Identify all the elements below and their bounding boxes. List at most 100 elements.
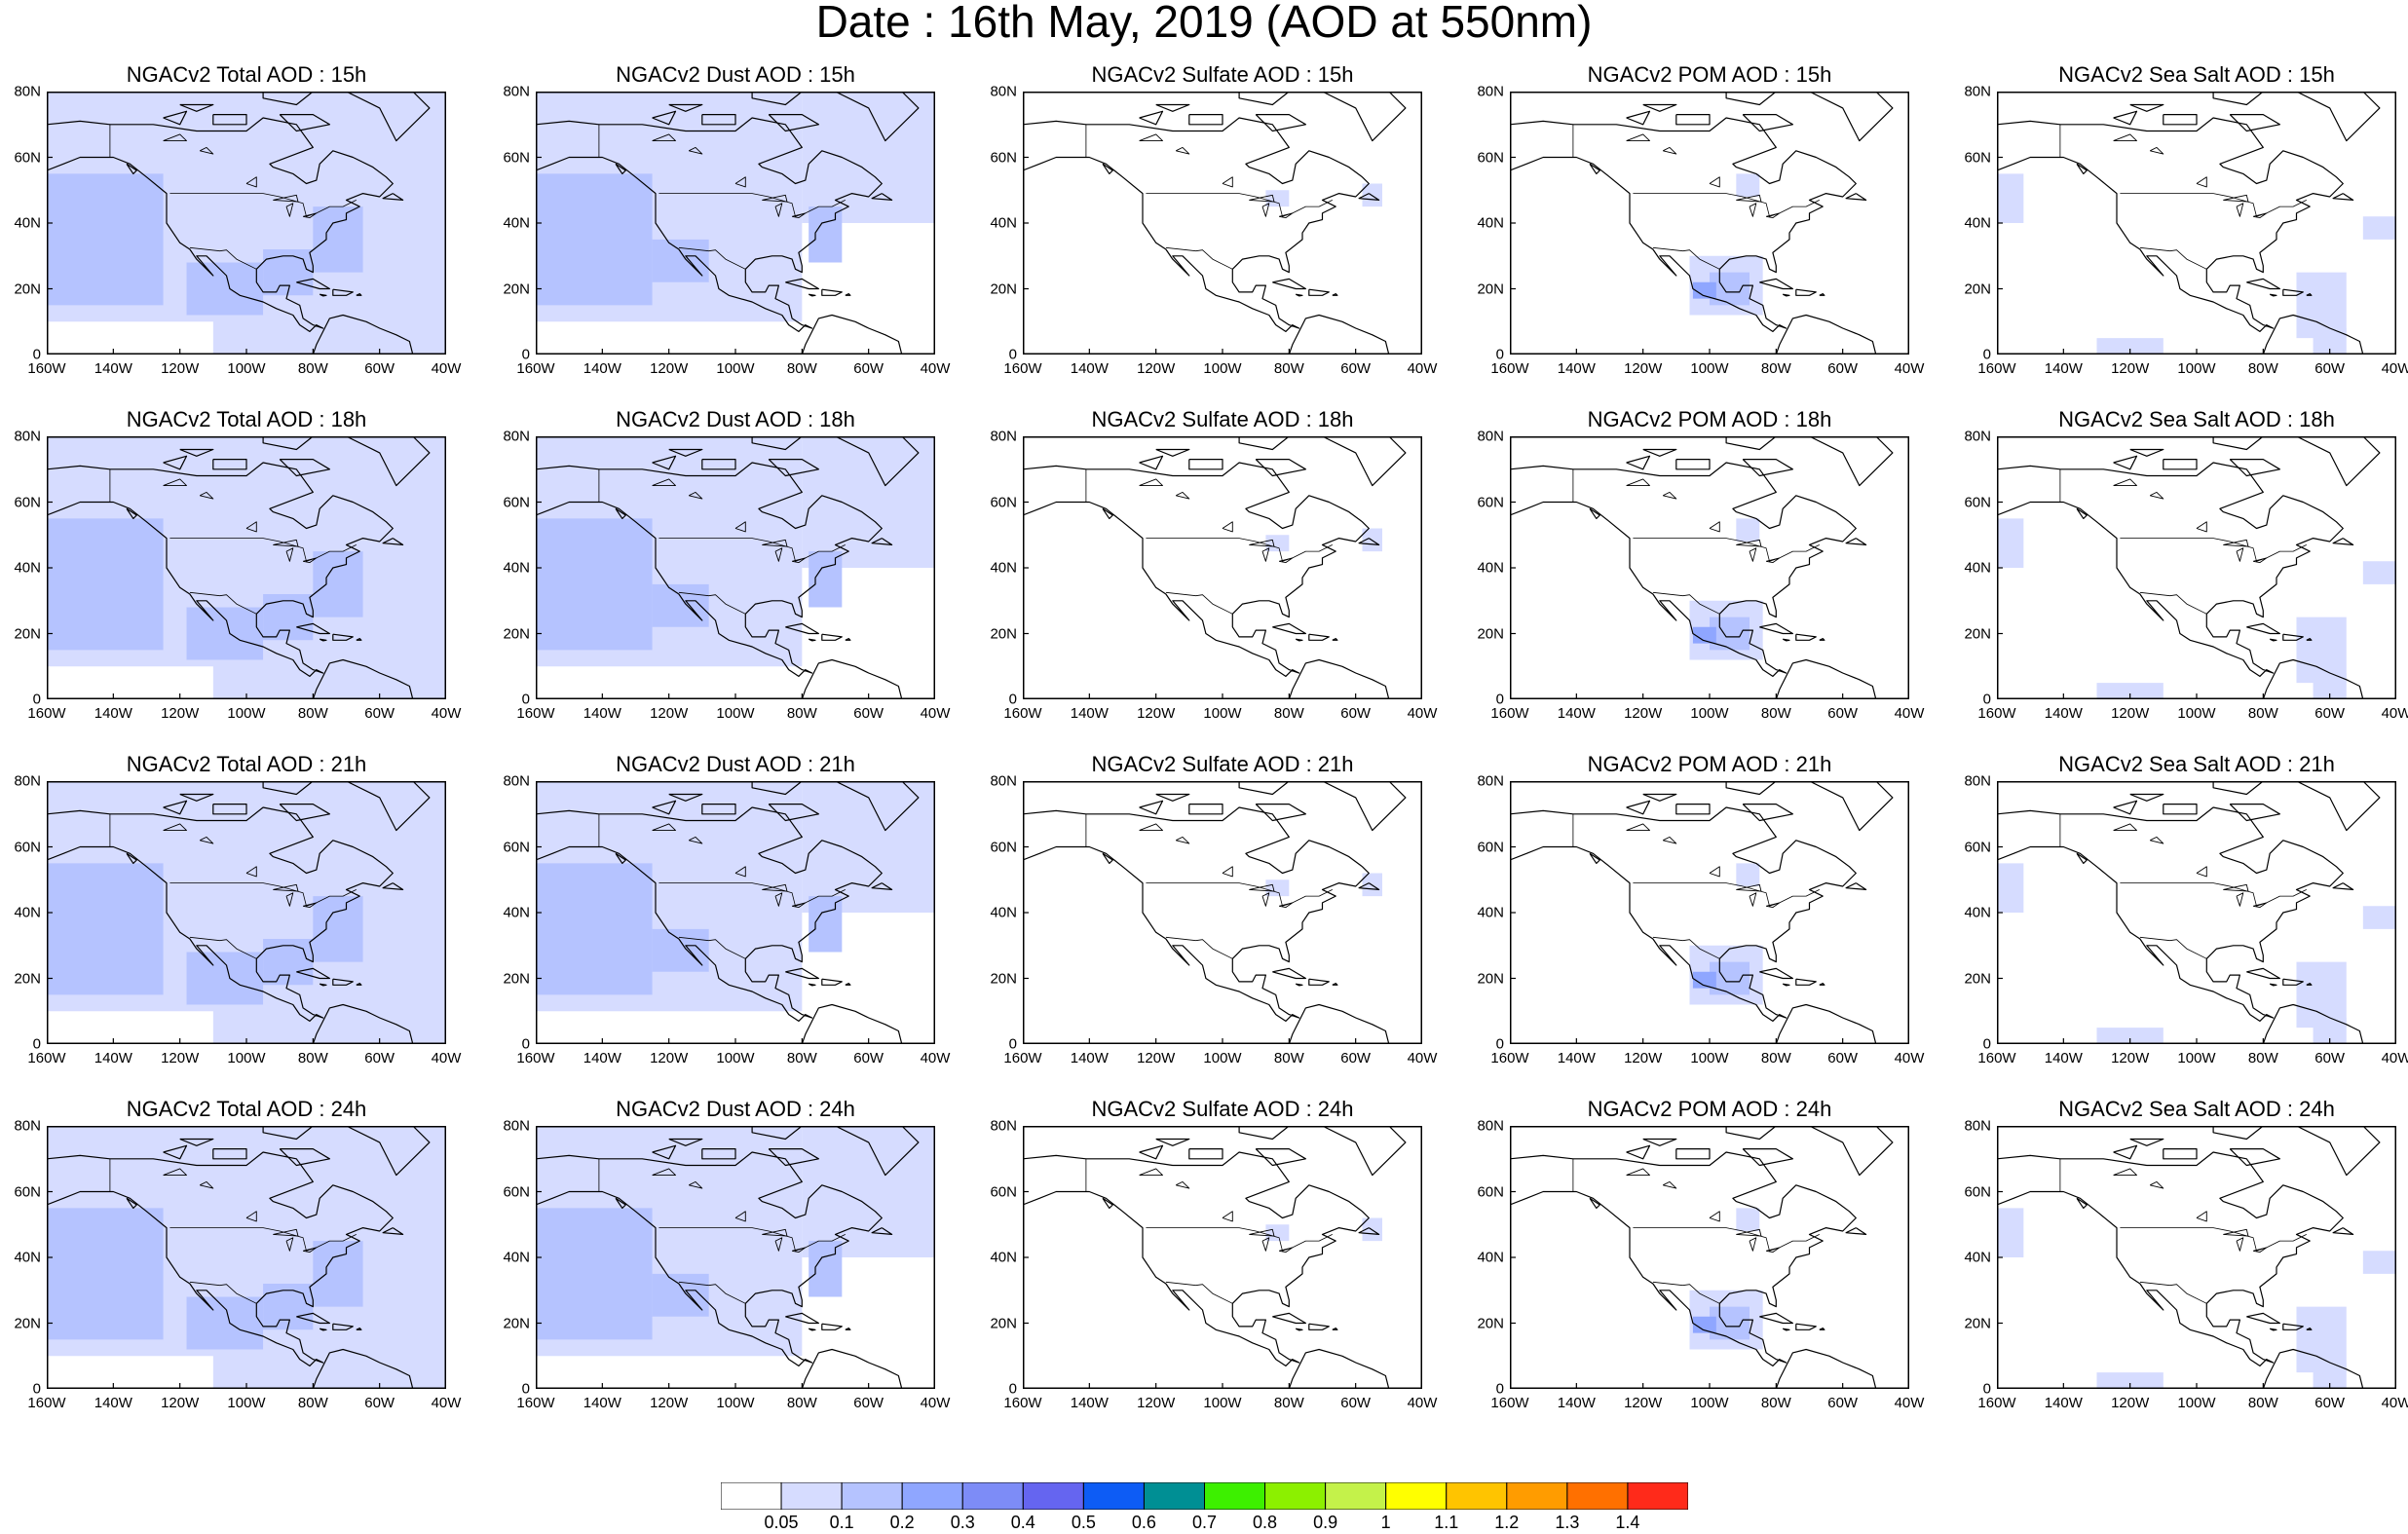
y-tick-label: 20N [14, 1315, 41, 1331]
colorbar-tick-label: 0.2 [889, 1513, 915, 1532]
aod-field-region [47, 173, 164, 306]
aod-field-region [1710, 1306, 1750, 1340]
x-tick-label: 40W [2381, 1395, 2408, 1411]
x-tick-label: 80W [297, 705, 328, 722]
aod-field-region [1692, 281, 1716, 299]
y-tick-label: 80N [1964, 1117, 1991, 1135]
y-tick-label: 60N [990, 494, 1017, 510]
y-tick-label: 40N [1964, 559, 1991, 577]
x-tick-label: 100W [1690, 705, 1729, 722]
y-tick-label: 20N [1964, 281, 1991, 297]
aod-field-region [263, 939, 314, 986]
colorbar-tick-label: 1.2 [1494, 1513, 1520, 1532]
y-tick-label: 80N [14, 428, 41, 445]
y-tick-label: 40N [1477, 214, 1504, 232]
y-tick-label: 0 [32, 691, 41, 708]
panel-title: NGACv2 Total AOD : 15h [126, 62, 367, 87]
aod-field-region [652, 583, 709, 627]
map-plot-area [1997, 92, 2396, 355]
x-tick-label: 80W [2247, 1395, 2278, 1411]
y-tick-label: 40N [1477, 1249, 1504, 1266]
y-tick-label: 40N [503, 904, 530, 921]
aod-field-region [1710, 272, 1750, 306]
x-tick-label: 100W [227, 1050, 266, 1066]
aod-field-region [186, 607, 264, 660]
y-tick-label: 20N [1964, 970, 1991, 987]
aod-field-region [313, 896, 363, 962]
y-tick-label: 20N [503, 1315, 530, 1331]
y-tick-label: 60N [503, 149, 530, 166]
map-plot-area [1997, 436, 2396, 699]
x-tick-label: 140W [1070, 1050, 1109, 1066]
y-tick-label: 20N [990, 1315, 1017, 1331]
y-tick-label: 20N [14, 281, 41, 297]
x-tick-label: 120W [2111, 1050, 2150, 1066]
aod-field-region [47, 518, 164, 651]
y-tick-label: 40N [1964, 904, 1991, 921]
x-tick-label: 40W [431, 1395, 462, 1411]
x-tick-label: 100W [1690, 1395, 1729, 1411]
aod-field-region [47, 1011, 213, 1044]
x-tick-label: 160W [516, 360, 555, 377]
y-tick-label: 40N [990, 214, 1017, 232]
aod-field-region [1736, 863, 1760, 886]
y-tick-label: 40N [14, 1249, 41, 1266]
y-tick-label: 80N [1964, 428, 1991, 445]
y-tick-label: 40N [14, 904, 41, 921]
x-tick-label: 60W [1340, 1395, 1372, 1411]
aod-field-region [536, 173, 653, 306]
aod-field-region [1265, 190, 1290, 207]
y-tick-label: 60N [1964, 839, 1991, 855]
aod-field-region [652, 1273, 709, 1317]
aod-field-region [313, 551, 363, 617]
map-plot-area [1023, 92, 1422, 355]
x-tick-label: 60W [1340, 1050, 1372, 1066]
map-plot-area [1997, 781, 2396, 1044]
aod-field-region [1997, 173, 2024, 223]
x-tick-label: 140W [583, 1050, 621, 1066]
x-tick-label: 160W [1003, 705, 1042, 722]
x-tick-label: 40W [920, 360, 951, 377]
x-tick-label: 100W [716, 360, 755, 377]
aod-field-region [809, 896, 843, 953]
aod-field-region [1710, 961, 1750, 995]
aod-field-region [263, 594, 314, 641]
x-tick-label: 100W [2177, 1050, 2216, 1066]
x-tick-label: 80W [1760, 360, 1791, 377]
x-tick-label: 160W [516, 705, 555, 722]
x-tick-label: 40W [1407, 1395, 1438, 1411]
coastline [47, 1126, 431, 1389]
x-tick-label: 120W [1624, 1050, 1663, 1066]
y-tick-label: 0 [1982, 691, 1991, 708]
coastline [1023, 781, 1407, 1044]
x-tick-label: 140W [94, 1050, 132, 1066]
x-tick-label: 120W [650, 1395, 689, 1411]
aod-field-region [2362, 561, 2396, 584]
aod-field-region [2296, 961, 2347, 1029]
y-tick-label: 40N [990, 904, 1017, 921]
y-tick-label: 0 [32, 1380, 41, 1398]
y-tick-label: 0 [1495, 1380, 1504, 1398]
x-tick-label: 80W [1273, 1050, 1304, 1066]
y-tick-label: 40N [503, 1249, 530, 1266]
y-tick-label: 80N [1964, 772, 1991, 790]
x-tick-label: 40W [2381, 705, 2408, 722]
x-tick-label: 60W [2314, 705, 2346, 722]
colorbar-swatch [1627, 1482, 1688, 1510]
colorbar-tick-label: 1.1 [1434, 1513, 1459, 1532]
x-tick-label: 80W [2247, 360, 2278, 377]
panel-title: NGACv2 Sea Salt AOD : 21h [2058, 752, 2335, 776]
x-tick-label: 140W [1070, 705, 1109, 722]
x-tick-label: 140W [583, 360, 621, 377]
colorbar-tick-label: 0.8 [1253, 1513, 1278, 1532]
x-tick-label: 80W [297, 1395, 328, 1411]
x-tick-label: 120W [2111, 705, 2150, 722]
y-tick-label: 0 [1982, 346, 1991, 363]
panel-title: NGACv2 Sulfate AOD : 24h [1091, 1097, 1354, 1121]
x-tick-label: 160W [1977, 1395, 2016, 1411]
y-tick-label: 80N [1477, 83, 1504, 100]
x-tick-label: 160W [1490, 1050, 1529, 1066]
y-tick-label: 20N [503, 970, 530, 987]
x-tick-label: 140W [94, 360, 132, 377]
aod-field-region [47, 321, 213, 355]
